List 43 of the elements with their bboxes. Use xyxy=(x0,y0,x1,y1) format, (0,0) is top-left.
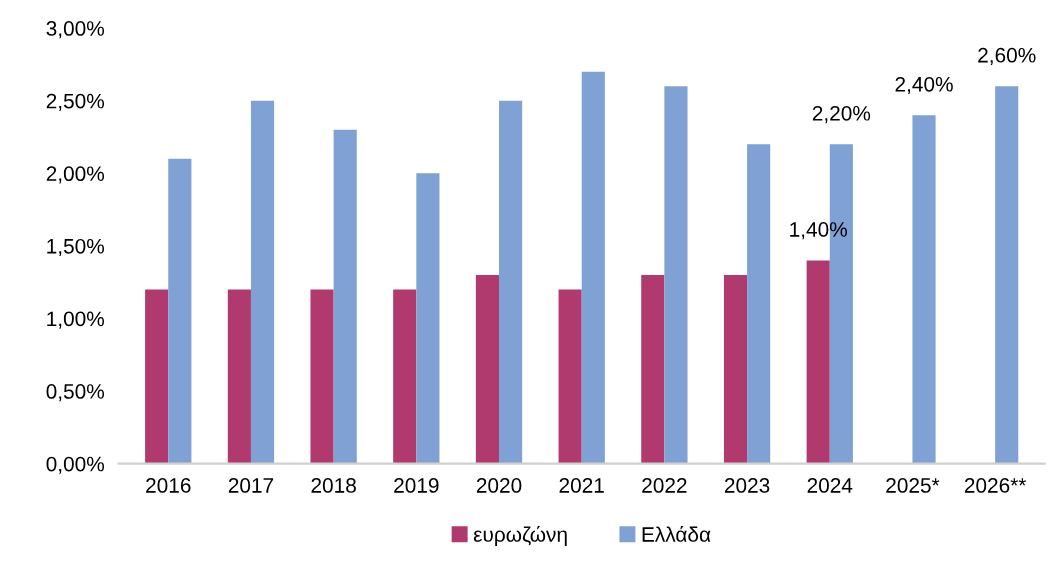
y-tick-label: 2,00% xyxy=(46,166,105,184)
bar xyxy=(912,115,936,464)
x-tick-label: 2018 xyxy=(311,478,356,493)
bar xyxy=(641,274,665,464)
x-tick-label: 2021 xyxy=(559,478,604,493)
x-tick-label: 2023 xyxy=(724,478,770,493)
x-tick-label: 2016 xyxy=(146,478,191,493)
bar xyxy=(664,86,688,464)
bar xyxy=(723,274,748,464)
bar xyxy=(145,289,169,464)
bar xyxy=(333,129,357,464)
x-tick-label: 2024 xyxy=(807,478,853,493)
legend-label: ευρωζώνη xyxy=(473,525,567,546)
bar xyxy=(499,100,523,464)
y-tick-label: 0,00% xyxy=(46,456,105,474)
bar xyxy=(475,274,500,464)
x-tick-label: 2020 xyxy=(476,478,522,493)
x-tick-label: 2022 xyxy=(642,478,687,493)
bar xyxy=(747,144,771,464)
bar xyxy=(416,173,440,464)
bar xyxy=(393,289,417,464)
x-tick-label: 2026** xyxy=(964,478,1027,493)
y-tick-label: 0,50% xyxy=(46,384,105,402)
x-tick-label: 2019 xyxy=(394,478,439,493)
x-tick-label: 2025* xyxy=(886,478,940,493)
data-label: 2,20% xyxy=(812,105,871,124)
bar xyxy=(581,71,605,464)
x-tick-label: 2017 xyxy=(228,478,274,493)
data-label: 2,40% xyxy=(895,76,953,95)
bar xyxy=(558,289,582,464)
bar xyxy=(168,158,192,464)
y-tick-label: 3,00% xyxy=(46,21,105,39)
y-tick-label: 2,50% xyxy=(46,93,105,111)
bar xyxy=(250,100,275,464)
data-label: 2,60% xyxy=(978,47,1036,66)
legend-label: Ελλάδα xyxy=(642,525,711,542)
data-label: 1,40% xyxy=(790,222,847,240)
y-tick-label: 1,00% xyxy=(47,311,105,329)
y-tick-label: 1,50% xyxy=(47,238,105,257)
bar xyxy=(995,86,1019,464)
bar xyxy=(806,260,830,464)
bar xyxy=(227,289,251,464)
bar xyxy=(310,289,334,464)
